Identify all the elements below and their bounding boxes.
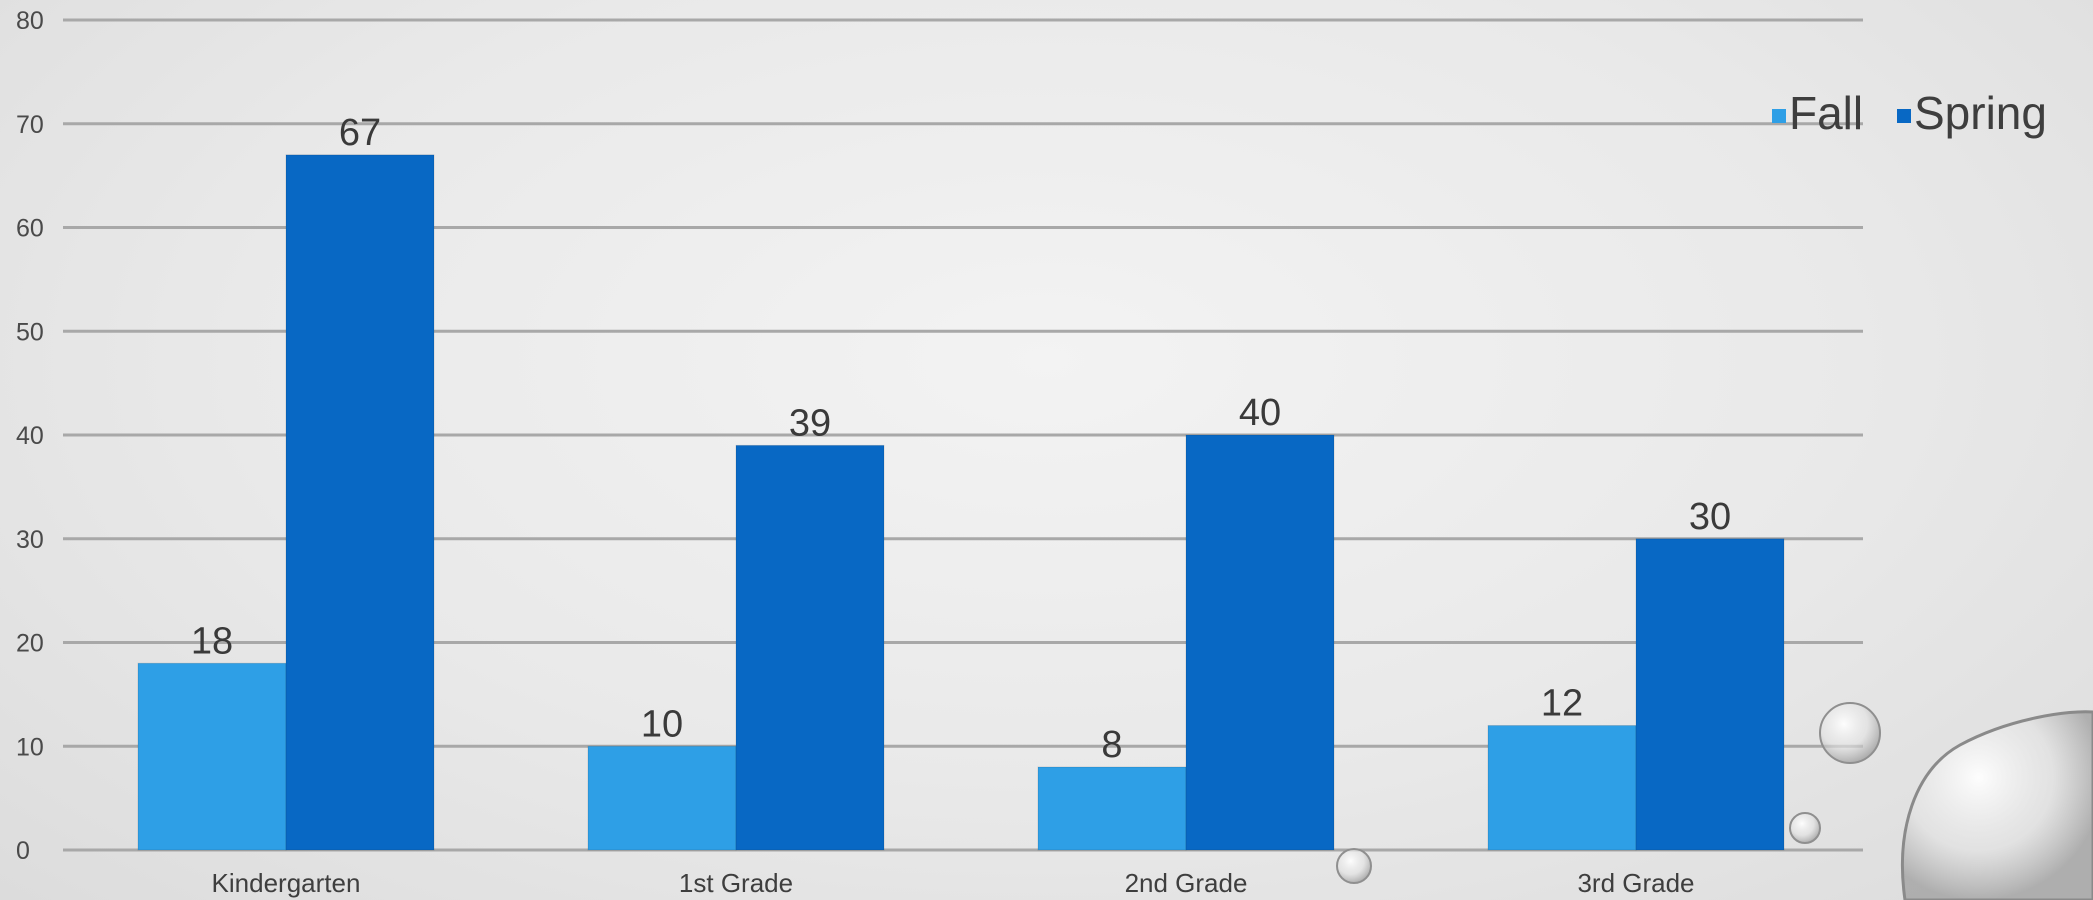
x-category-label: 3rd Grade xyxy=(1577,868,1694,898)
data-labels: 18 67 10 39 8 40 12 30 xyxy=(191,112,1731,766)
legend-swatch-fall xyxy=(1772,109,1786,123)
y-tick-label: 70 xyxy=(16,111,44,139)
data-label: 30 xyxy=(1689,496,1731,538)
large-droplet xyxy=(1901,710,2093,900)
bar-fall xyxy=(1037,766,1187,851)
y-tick-label: 30 xyxy=(16,526,44,554)
data-label: 18 xyxy=(191,620,233,662)
bar-spring xyxy=(735,444,885,851)
x-category-label: 2nd Grade xyxy=(1125,868,1248,898)
bar-fall xyxy=(137,662,287,851)
bar-fall xyxy=(587,745,737,851)
decorative-droplets xyxy=(1336,702,2093,900)
droplet xyxy=(1789,812,1821,844)
y-axis-ticks: 0 10 20 30 40 50 60 70 80 xyxy=(16,7,44,865)
y-tick-label: 80 xyxy=(16,7,44,35)
bar-spring xyxy=(285,154,435,851)
data-label: 67 xyxy=(339,112,381,154)
y-tick-label: 60 xyxy=(16,215,44,243)
data-label: 8 xyxy=(1101,724,1122,766)
y-tick-label: 50 xyxy=(16,318,44,346)
legend-swatch-spring xyxy=(1897,109,1911,123)
x-category-label: 1st Grade xyxy=(679,868,793,898)
bar-spring xyxy=(1635,538,1785,851)
y-tick-label: 40 xyxy=(16,422,44,450)
y-tick-label: 0 xyxy=(16,837,30,865)
bar-fall xyxy=(1487,725,1637,851)
legend: Fall Spring xyxy=(1772,87,2047,139)
droplet xyxy=(1819,702,1881,764)
bars xyxy=(137,154,1785,851)
data-label: 10 xyxy=(641,703,683,745)
y-tick-label: 10 xyxy=(16,733,44,761)
bar-spring xyxy=(1185,434,1335,851)
legend-label-fall: Fall xyxy=(1789,87,1863,139)
droplet xyxy=(1336,848,1372,884)
x-axis-categories: Kindergarten 1st Grade 2nd Grade 3rd Grade xyxy=(212,868,1695,898)
data-label: 39 xyxy=(789,402,831,444)
y-tick-label: 20 xyxy=(16,630,44,658)
x-category-label: Kindergarten xyxy=(212,868,361,898)
legend-label-spring: Spring xyxy=(1914,87,2047,139)
data-label: 12 xyxy=(1541,683,1583,725)
data-label: 40 xyxy=(1239,392,1281,434)
